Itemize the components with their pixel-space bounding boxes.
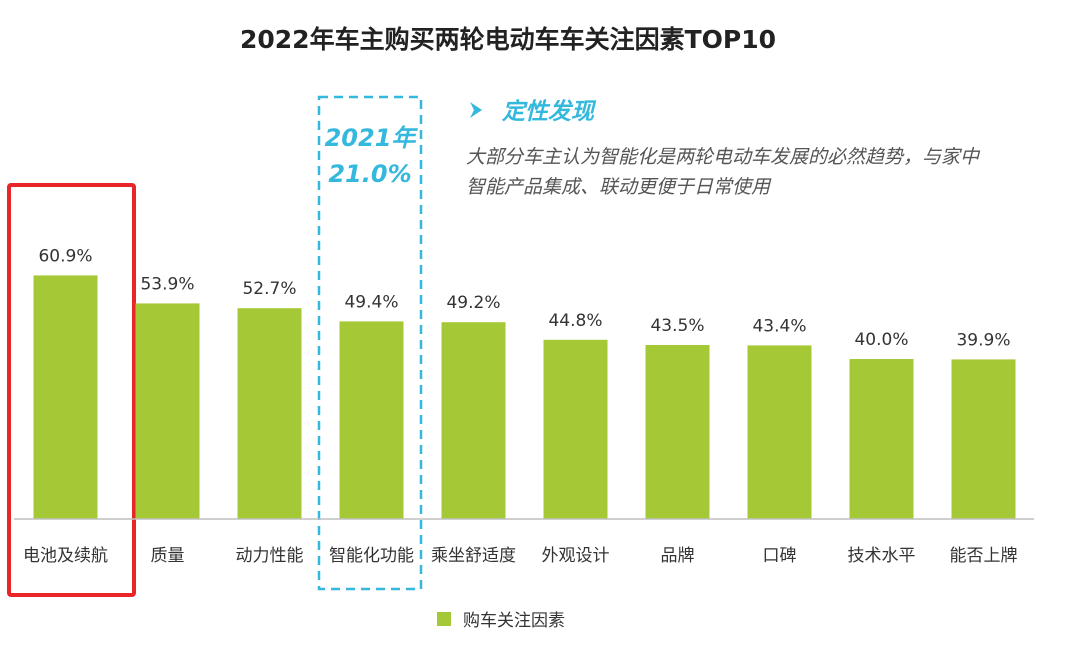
bar <box>135 303 200 519</box>
bar-value-label: 52.7% <box>242 279 296 299</box>
insight-line-2: 智能产品集成、联动更便于日常使用 <box>466 176 772 198</box>
category-label: 品牌 <box>661 546 695 566</box>
category-label: 外观设计 <box>542 546 610 566</box>
bar-value-label: 43.4% <box>752 316 806 336</box>
bar-value-label: 43.5% <box>650 316 704 336</box>
annotation-year: 2021年 <box>325 124 419 152</box>
insight-heading: 定性发现 <box>501 99 597 125</box>
bar <box>33 275 98 519</box>
bar <box>645 345 710 519</box>
category-label: 技术水平 <box>848 546 916 566</box>
highlight-box-red <box>7 183 136 597</box>
bar <box>747 345 812 519</box>
category-label: 乘坐舒适度 <box>431 546 516 566</box>
category-label: 口碑 <box>763 546 797 566</box>
highlight-box-dashed <box>317 95 423 591</box>
legend-label: 购车关注因素 <box>463 611 565 631</box>
bar-value-label: 49.2% <box>446 293 500 313</box>
bar-value-label: 39.9% <box>956 330 1010 350</box>
legend-swatch <box>437 612 451 626</box>
bar <box>441 322 506 519</box>
bar-value-label: 60.9% <box>38 246 92 266</box>
bar-value-label: 53.9% <box>140 274 194 294</box>
bar <box>543 339 608 519</box>
category-label: 质量 <box>151 546 185 566</box>
category-label: 智能化功能 <box>329 546 414 566</box>
bar <box>237 308 302 519</box>
annotation-year-value: 21.0% <box>328 160 411 188</box>
category-label: 电池及续航 <box>23 546 108 566</box>
category-label: 能否上牌 <box>950 546 1018 566</box>
bar <box>339 321 404 519</box>
bar-value-label: 40.0% <box>854 330 908 350</box>
insight-line-1: 大部分车主认为智能化是两轮电动车发展的必然趋势，与家中 <box>466 146 981 168</box>
category-label: 动力性能 <box>236 546 304 566</box>
bar <box>951 359 1016 519</box>
bar-value-label: 44.8% <box>548 311 602 331</box>
bar <box>849 359 914 519</box>
bar-series: 60.9% 电池及续航 53.9% 质量 52.7% 动力性能 49.4% 智能化功能 49.2… <box>23 246 1018 566</box>
chart-title: 2022年车主购买两轮电动车车关注因素TOP10 <box>240 25 776 54</box>
arrow-right-icon <box>470 102 482 118</box>
bar-value-label: 49.4% <box>344 292 398 312</box>
